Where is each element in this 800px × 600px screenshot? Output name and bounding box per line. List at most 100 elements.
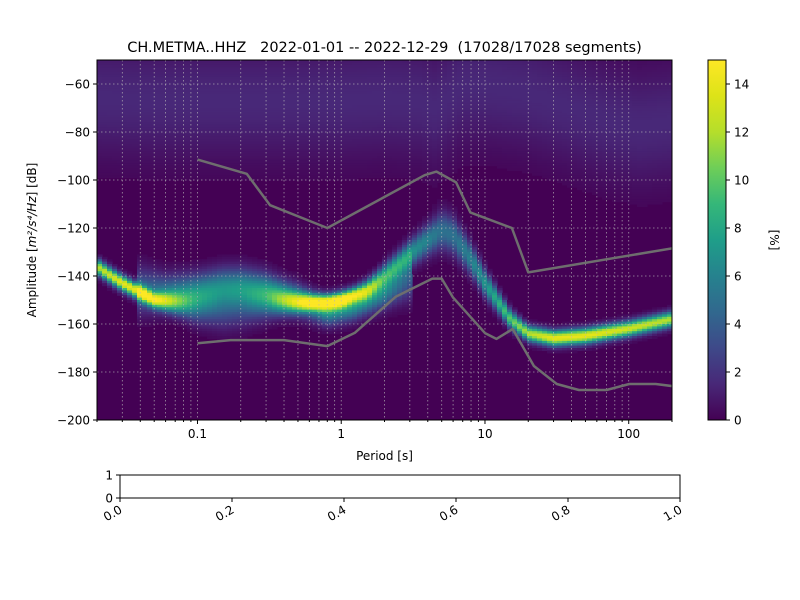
heatmap-cell [207, 259, 213, 263]
heatmap-cell [187, 321, 193, 325]
heatmap-cell [267, 105, 273, 109]
heatmap-cell [102, 64, 108, 68]
heatmap-cell [267, 64, 273, 68]
heatmap-cell [187, 304, 193, 308]
heatmap-cell [172, 141, 178, 145]
heatmap-cell [117, 175, 123, 179]
heatmap-cell [142, 98, 148, 102]
heatmap-cell [197, 148, 203, 152]
heatmap-cell [257, 127, 263, 131]
heatmap-cell [282, 300, 288, 303]
heatmap-cell [217, 79, 223, 83]
heatmap-cell [182, 141, 188, 145]
heatmap-cell [157, 264, 163, 267]
heatmap-cell [147, 259, 153, 263]
heatmap-cell [267, 115, 273, 119]
heatmap-cell [222, 141, 228, 145]
heatmap-cell [262, 120, 268, 123]
heatmap-cell [127, 100, 133, 104]
heatmap-cell [237, 336, 243, 339]
heatmap-cell [157, 156, 163, 159]
heatmap-cell [97, 266, 103, 270]
heatmap-cell [232, 321, 238, 325]
heatmap-cell [237, 302, 243, 306]
heatmap-cell [182, 316, 188, 320]
heatmap-cell [147, 285, 153, 289]
heatmap-cell [267, 103, 273, 107]
heatmap-cell [272, 177, 278, 181]
heatmap-cell [132, 84, 138, 87]
heatmap-cell [172, 156, 178, 159]
heatmap-cell [162, 110, 168, 114]
heatmap-cell [167, 148, 173, 152]
heatmap-cell [252, 141, 258, 145]
heatmap-cell [107, 79, 113, 83]
heatmap-cell [207, 290, 213, 294]
heatmap-cell [177, 86, 183, 90]
heatmap-cell [132, 96, 138, 99]
heatmap-cell [287, 120, 293, 123]
heatmap-cell [162, 115, 168, 119]
heatmap-cell [262, 139, 268, 143]
heatmap-cell [227, 139, 233, 143]
heatmap-cell [182, 168, 188, 171]
heatmap-cell [222, 103, 228, 107]
heatmap-cell [237, 290, 243, 294]
heatmap-cell [212, 81, 218, 85]
heatmap-cell [117, 168, 123, 171]
heatmap-cell [247, 134, 253, 138]
heatmap-cell [177, 129, 183, 133]
heatmap-cell [262, 295, 268, 299]
heatmap-cell [242, 302, 248, 306]
heatmap-cell [122, 146, 128, 150]
heatmap-cell [242, 266, 248, 270]
heatmap-cell [197, 280, 203, 284]
heatmap-cell [172, 110, 178, 114]
heatmap-cell [132, 168, 138, 171]
heatmap-cell [252, 280, 258, 284]
heatmap-cell [292, 110, 298, 114]
heatmap-cell [197, 91, 203, 95]
heatmap-cell [122, 88, 128, 92]
heatmap-cell [252, 153, 258, 157]
heatmap-cell [107, 288, 113, 291]
heatmap-cell [102, 280, 108, 284]
heatmap-cell [287, 96, 293, 99]
heatmap-cell [127, 288, 133, 291]
heatmap-cell [112, 84, 118, 87]
heatmap-cell [102, 153, 108, 157]
heatmap-cell [177, 285, 183, 289]
heatmap-cell [137, 273, 143, 277]
heatmap-cell [147, 84, 153, 87]
heatmap-cell [127, 141, 133, 145]
heatmap-cell [187, 160, 193, 164]
heatmap-cell [162, 103, 168, 107]
heatmap-cell [167, 307, 173, 311]
heatmap-cell [107, 132, 113, 135]
heatmap-cell [162, 76, 168, 80]
heatmap-cell [112, 81, 118, 85]
heatmap-cell [127, 91, 133, 95]
heatmap-cell [287, 307, 293, 311]
heatmap-cell [227, 288, 233, 291]
heatmap-cell [122, 283, 128, 287]
heatmap-cell [217, 292, 223, 296]
heatmap-cell [212, 264, 218, 267]
heatmap-cell [132, 283, 138, 287]
heatmap-cell [122, 160, 128, 164]
heatmap-cell [182, 72, 188, 75]
heatmap-cell [237, 316, 243, 320]
heatmap-cell [252, 69, 258, 73]
heatmap-cell [292, 100, 298, 104]
heatmap-cell [292, 288, 298, 291]
heatmap-cell [237, 314, 243, 318]
heatmap-cell [227, 266, 233, 270]
heatmap-cell [107, 276, 113, 279]
heatmap-cell [242, 319, 248, 323]
heatmap-cell [262, 160, 268, 164]
heatmap-cell [222, 91, 228, 95]
heatmap-cell [242, 67, 248, 71]
heatmap-cell [207, 117, 213, 121]
heatmap-cell [232, 81, 238, 85]
heatmap-cell [142, 60, 148, 63]
